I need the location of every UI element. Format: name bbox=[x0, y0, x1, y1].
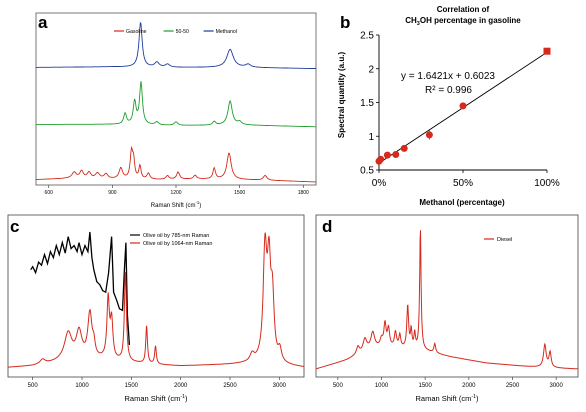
x-tick-label: 1500 bbox=[418, 383, 432, 389]
panel-a-x-axis-label: Raman Shift (cm-1) bbox=[151, 200, 201, 209]
x-tick-label: 2500 bbox=[506, 383, 520, 389]
x-tick-label: 900 bbox=[108, 190, 117, 196]
x-tick-label: 3000 bbox=[273, 383, 287, 389]
data-point bbox=[392, 150, 400, 158]
panel-a-frame bbox=[35, 12, 317, 186]
x-tick-label: 500 bbox=[28, 383, 39, 389]
panel-b-axes: 0.5 1 1.5 2 2.5 0% 50% 100% bbox=[360, 31, 560, 190]
y-tick-label: 2 bbox=[368, 64, 374, 75]
panel-b-x-axis-label: Methanol (percentage) bbox=[419, 198, 505, 207]
data-point bbox=[425, 131, 433, 139]
data-point bbox=[400, 144, 408, 152]
panel-a-letter: a bbox=[38, 13, 48, 32]
panel-c-legend: Olive oil by 785-nm Raman Olive oil by 10… bbox=[130, 233, 212, 247]
panel-a-chart: 600 900 1200 1500 1800 Gasoline 50-50 Methanol… bbox=[35, 12, 317, 209]
x-tick-label: 1800 bbox=[298, 190, 309, 196]
x-tick-label: 1500 bbox=[125, 383, 139, 389]
panel-b-points bbox=[375, 47, 551, 165]
legend-label: Olive oil by 785-nm Raman bbox=[143, 233, 209, 239]
panel-b-r2: R² = 0.996 bbox=[425, 85, 472, 96]
panel-d-letter: d bbox=[322, 217, 332, 236]
x-tick-label: 100% bbox=[534, 178, 560, 189]
panel-a-series bbox=[36, 22, 317, 183]
legend-label: Olive oil by 1064-nm Raman bbox=[143, 241, 212, 247]
x-tick-label: 500 bbox=[333, 383, 344, 389]
panel-a-legend: Gasoline 50-50 Methanol bbox=[114, 29, 237, 35]
x-tick-label: 2000 bbox=[174, 383, 188, 389]
legend-label: Methanol bbox=[216, 29, 237, 35]
panel-c-x-axis-label: Raman Shift (cm-1) bbox=[124, 394, 188, 403]
panel-d-x-ticks: 500 1000 1500 2000 2500 3000 bbox=[333, 377, 563, 389]
series-line-50-50 bbox=[36, 81, 316, 128]
panel-b-title-line1: Correlation of bbox=[437, 5, 490, 14]
panel-b-equation: y = 1.6421x + 0.6023 bbox=[401, 71, 495, 82]
series-line-gasoline bbox=[36, 145, 317, 183]
x-tick-label: 1500 bbox=[234, 190, 245, 196]
panel-d-series bbox=[315, 230, 578, 370]
panel-b-title-line2: CH3OH percentage in gasoline bbox=[405, 16, 521, 27]
panel-d-chart: 500 1000 1500 2000 2500 3000 Diesel Raman Shi… bbox=[315, 214, 579, 403]
x-tick-label: 50% bbox=[453, 178, 473, 189]
data-point bbox=[383, 151, 391, 159]
data-point bbox=[543, 47, 551, 55]
data-point bbox=[377, 155, 385, 163]
panel-c-chart: 500 1000 1500 2000 2500 3000 Olive oil by 785… bbox=[7, 214, 305, 403]
x-tick-label: 0% bbox=[372, 178, 387, 189]
legend-label: 50-50 bbox=[176, 29, 189, 35]
x-tick-label: 600 bbox=[45, 190, 54, 196]
panel-c-frame bbox=[7, 214, 305, 378]
y-tick-label: 1 bbox=[368, 132, 374, 143]
series-line-diesel bbox=[315, 230, 578, 370]
panel-b-chart: Correlation of CH3OH percentage in gasol… bbox=[337, 5, 560, 207]
x-tick-label: 2500 bbox=[223, 383, 237, 389]
series-line-olive-oil-by-1064-nm-raman bbox=[8, 232, 305, 368]
panel-b-letter: b bbox=[340, 13, 350, 32]
panel-c-series bbox=[8, 231, 305, 368]
y-tick-label: 0.5 bbox=[360, 166, 374, 177]
panel-d-frame bbox=[315, 214, 579, 378]
x-tick-label: 1000 bbox=[375, 383, 389, 389]
y-tick-label: 1.5 bbox=[360, 98, 374, 109]
y-tick-label: 2.5 bbox=[360, 31, 374, 42]
panel-c-x-ticks: 500 1000 1500 2000 2500 3000 bbox=[28, 377, 287, 389]
x-tick-label: 1000 bbox=[75, 383, 89, 389]
panel-d-x-axis-label: Raman Shift (cm-1) bbox=[415, 394, 479, 403]
panel-b-y-axis-label: Spectral quantity (a.u.) bbox=[337, 52, 346, 139]
series-line-olive-oil-by-785-nm-raman bbox=[30, 231, 131, 345]
panel-d-legend: Diesel bbox=[484, 237, 512, 243]
panel-a-x-ticks: 600 900 1200 1500 1800 bbox=[45, 185, 309, 196]
x-tick-label: 3000 bbox=[549, 383, 563, 389]
panel-c-letter: c bbox=[10, 217, 19, 236]
legend-label: Diesel bbox=[497, 237, 512, 243]
x-tick-label: 2000 bbox=[462, 383, 476, 389]
x-tick-label: 1200 bbox=[170, 190, 181, 196]
data-point bbox=[459, 102, 467, 110]
legend-label: Gasoline bbox=[126, 29, 147, 35]
series-line-methanol bbox=[36, 22, 317, 70]
